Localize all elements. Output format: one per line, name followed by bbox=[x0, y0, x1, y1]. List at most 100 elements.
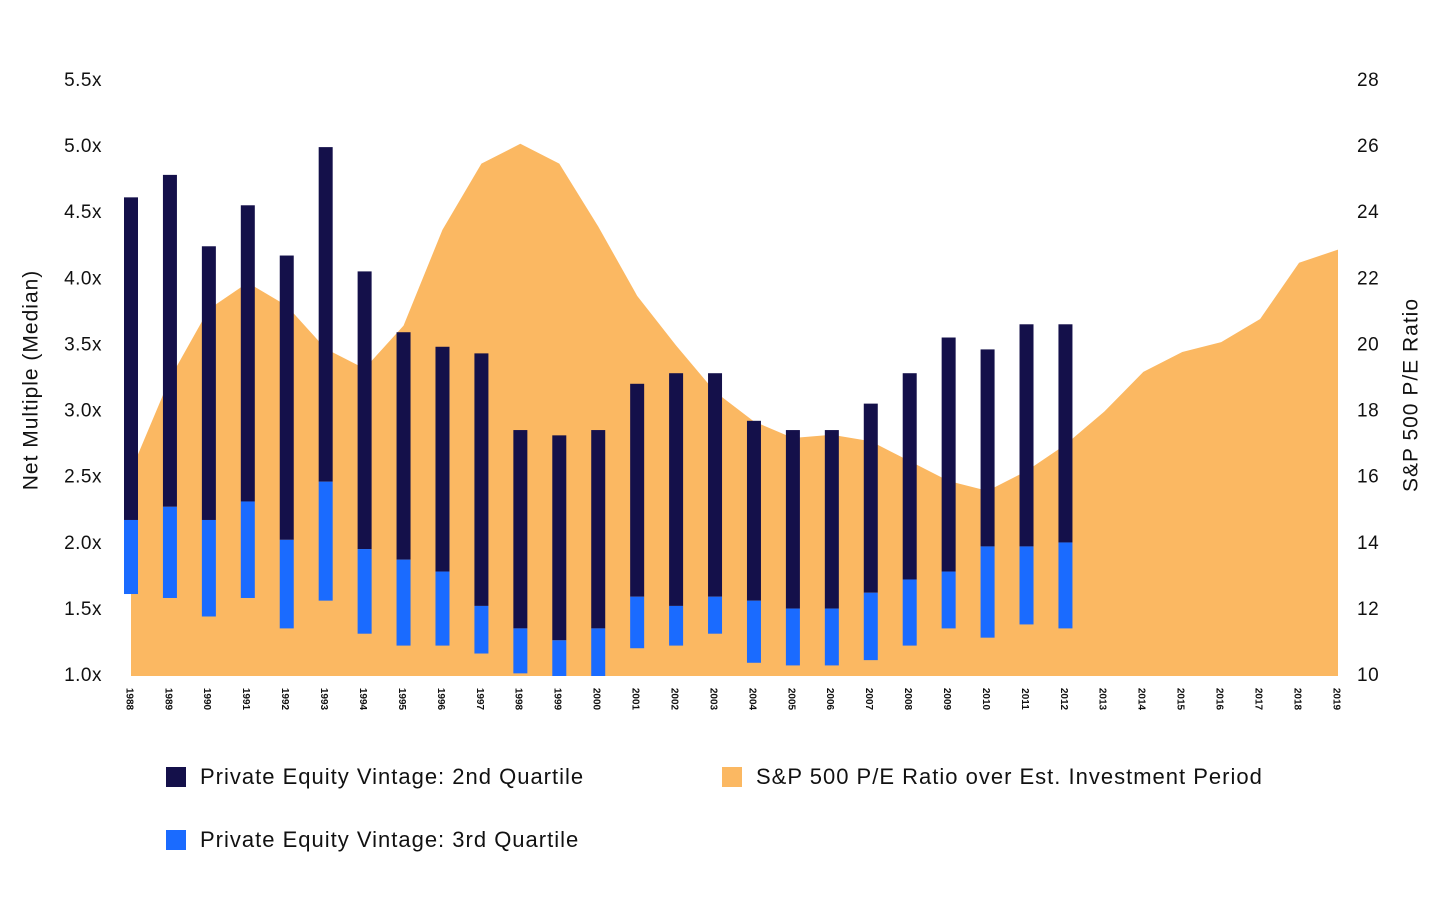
legend-swatch bbox=[722, 767, 742, 787]
bar bbox=[1058, 542, 1073, 629]
bar bbox=[162, 506, 177, 598]
bar bbox=[240, 501, 255, 598]
x-tick-label: 2006 bbox=[824, 688, 835, 711]
bar bbox=[746, 420, 761, 601]
x-tick-label: 2004 bbox=[746, 688, 757, 711]
x-tick-label: 1996 bbox=[435, 688, 446, 711]
bar bbox=[357, 549, 372, 634]
y2-axis-title: S&P 500 P/E Ratio bbox=[1400, 298, 1423, 492]
y-tick-label: 5.0x bbox=[64, 136, 102, 157]
bar bbox=[824, 608, 839, 666]
area-layer bbox=[131, 143, 1338, 677]
y-tick-label: 1.5x bbox=[64, 599, 102, 620]
legend-swatch bbox=[166, 767, 186, 787]
x-tick-label: 2016 bbox=[1214, 688, 1225, 711]
bar bbox=[824, 430, 839, 609]
bar bbox=[863, 592, 878, 661]
bar bbox=[513, 628, 528, 674]
bar bbox=[240, 205, 255, 502]
x-tick-label: 1990 bbox=[201, 688, 212, 711]
bar bbox=[863, 403, 878, 593]
bar bbox=[1019, 546, 1034, 625]
bar bbox=[552, 640, 567, 676]
x-tick-label: 2018 bbox=[1291, 688, 1302, 711]
bar bbox=[474, 605, 489, 654]
legend-label: Private Equity Vintage: 3rd Quartile bbox=[200, 827, 579, 852]
y2-tick-label: 28 bbox=[1357, 70, 1379, 91]
y2-tick-label: 26 bbox=[1357, 136, 1379, 157]
bar bbox=[474, 353, 489, 606]
x-tick-label: 2015 bbox=[1175, 688, 1186, 711]
y2-tick-label: 24 bbox=[1357, 202, 1379, 223]
y-tick-label: 3.5x bbox=[64, 334, 102, 355]
bar bbox=[669, 373, 684, 606]
x-tick-label: 2003 bbox=[707, 688, 718, 711]
x-tick-label: 1998 bbox=[513, 688, 524, 711]
y2-tick-label: 10 bbox=[1357, 665, 1379, 686]
legend-swatch bbox=[166, 830, 186, 850]
bar-layer bbox=[124, 147, 1073, 676]
y-tick-label: 4.0x bbox=[64, 268, 102, 289]
x-tick-label: 2010 bbox=[980, 688, 991, 711]
x-tick-label: 1999 bbox=[552, 688, 563, 711]
bar bbox=[201, 519, 216, 617]
y2-tick-label: 22 bbox=[1357, 268, 1379, 289]
x-tick-label: 1992 bbox=[279, 688, 290, 711]
bar bbox=[980, 349, 995, 547]
y2-tick-label: 18 bbox=[1357, 401, 1379, 422]
x-tick-label: 1994 bbox=[357, 688, 368, 711]
bar bbox=[435, 571, 450, 646]
y-tick-label: 1.0x bbox=[64, 665, 102, 686]
bar bbox=[669, 605, 684, 646]
x-tick-label: 2017 bbox=[1252, 688, 1263, 711]
y-tick-label: 2.5x bbox=[64, 467, 102, 488]
bar bbox=[591, 430, 606, 629]
bar bbox=[279, 255, 294, 540]
x-tick-label: 1997 bbox=[474, 688, 485, 711]
y2-tick-label: 12 bbox=[1357, 599, 1379, 620]
x-tick-label: 2007 bbox=[863, 688, 874, 711]
x-tick-label: 1988 bbox=[123, 688, 134, 711]
x-tick-label: 2008 bbox=[902, 688, 913, 711]
y2-tick-label: 16 bbox=[1357, 467, 1379, 488]
bar bbox=[591, 628, 606, 676]
y2-tick-label: 14 bbox=[1357, 533, 1379, 554]
bar bbox=[396, 559, 411, 646]
bar bbox=[435, 346, 450, 572]
bar bbox=[785, 430, 800, 609]
y-axis-title: Net Multiple (Median) bbox=[20, 270, 43, 491]
y-tick-label: 3.0x bbox=[64, 401, 102, 422]
x-tick-label: 2002 bbox=[668, 688, 679, 711]
bar bbox=[513, 430, 528, 629]
bar bbox=[708, 596, 723, 634]
bar bbox=[552, 435, 567, 641]
bar bbox=[941, 337, 956, 572]
bar bbox=[941, 571, 956, 629]
area bbox=[131, 143, 1338, 677]
bar bbox=[746, 600, 761, 663]
bar bbox=[708, 373, 723, 597]
bar bbox=[318, 481, 333, 601]
bar bbox=[357, 271, 372, 550]
legend-label: S&P 500 P/E Ratio over Est. Investment P… bbox=[756, 764, 1263, 789]
bar bbox=[124, 197, 138, 520]
y2-tick-label: 20 bbox=[1357, 334, 1379, 355]
bar bbox=[902, 373, 917, 580]
bar bbox=[980, 546, 995, 638]
x-tick-label: 2005 bbox=[785, 688, 796, 711]
x-tick-label: 2012 bbox=[1058, 688, 1069, 711]
x-tick-label: 2013 bbox=[1097, 688, 1108, 711]
y-tick-label: 4.5x bbox=[64, 202, 102, 223]
x-tick-label: 1989 bbox=[162, 688, 173, 711]
x-tick-label: 1993 bbox=[318, 688, 329, 711]
x-tick-label: 2009 bbox=[941, 688, 952, 711]
y-tick-label: 5.5x bbox=[64, 70, 102, 91]
x-tick-label: 2014 bbox=[1136, 688, 1147, 711]
x-tick-label: 2001 bbox=[630, 688, 641, 711]
bar bbox=[785, 608, 800, 666]
bar bbox=[124, 519, 138, 595]
bar bbox=[279, 539, 294, 629]
bar bbox=[201, 246, 216, 520]
